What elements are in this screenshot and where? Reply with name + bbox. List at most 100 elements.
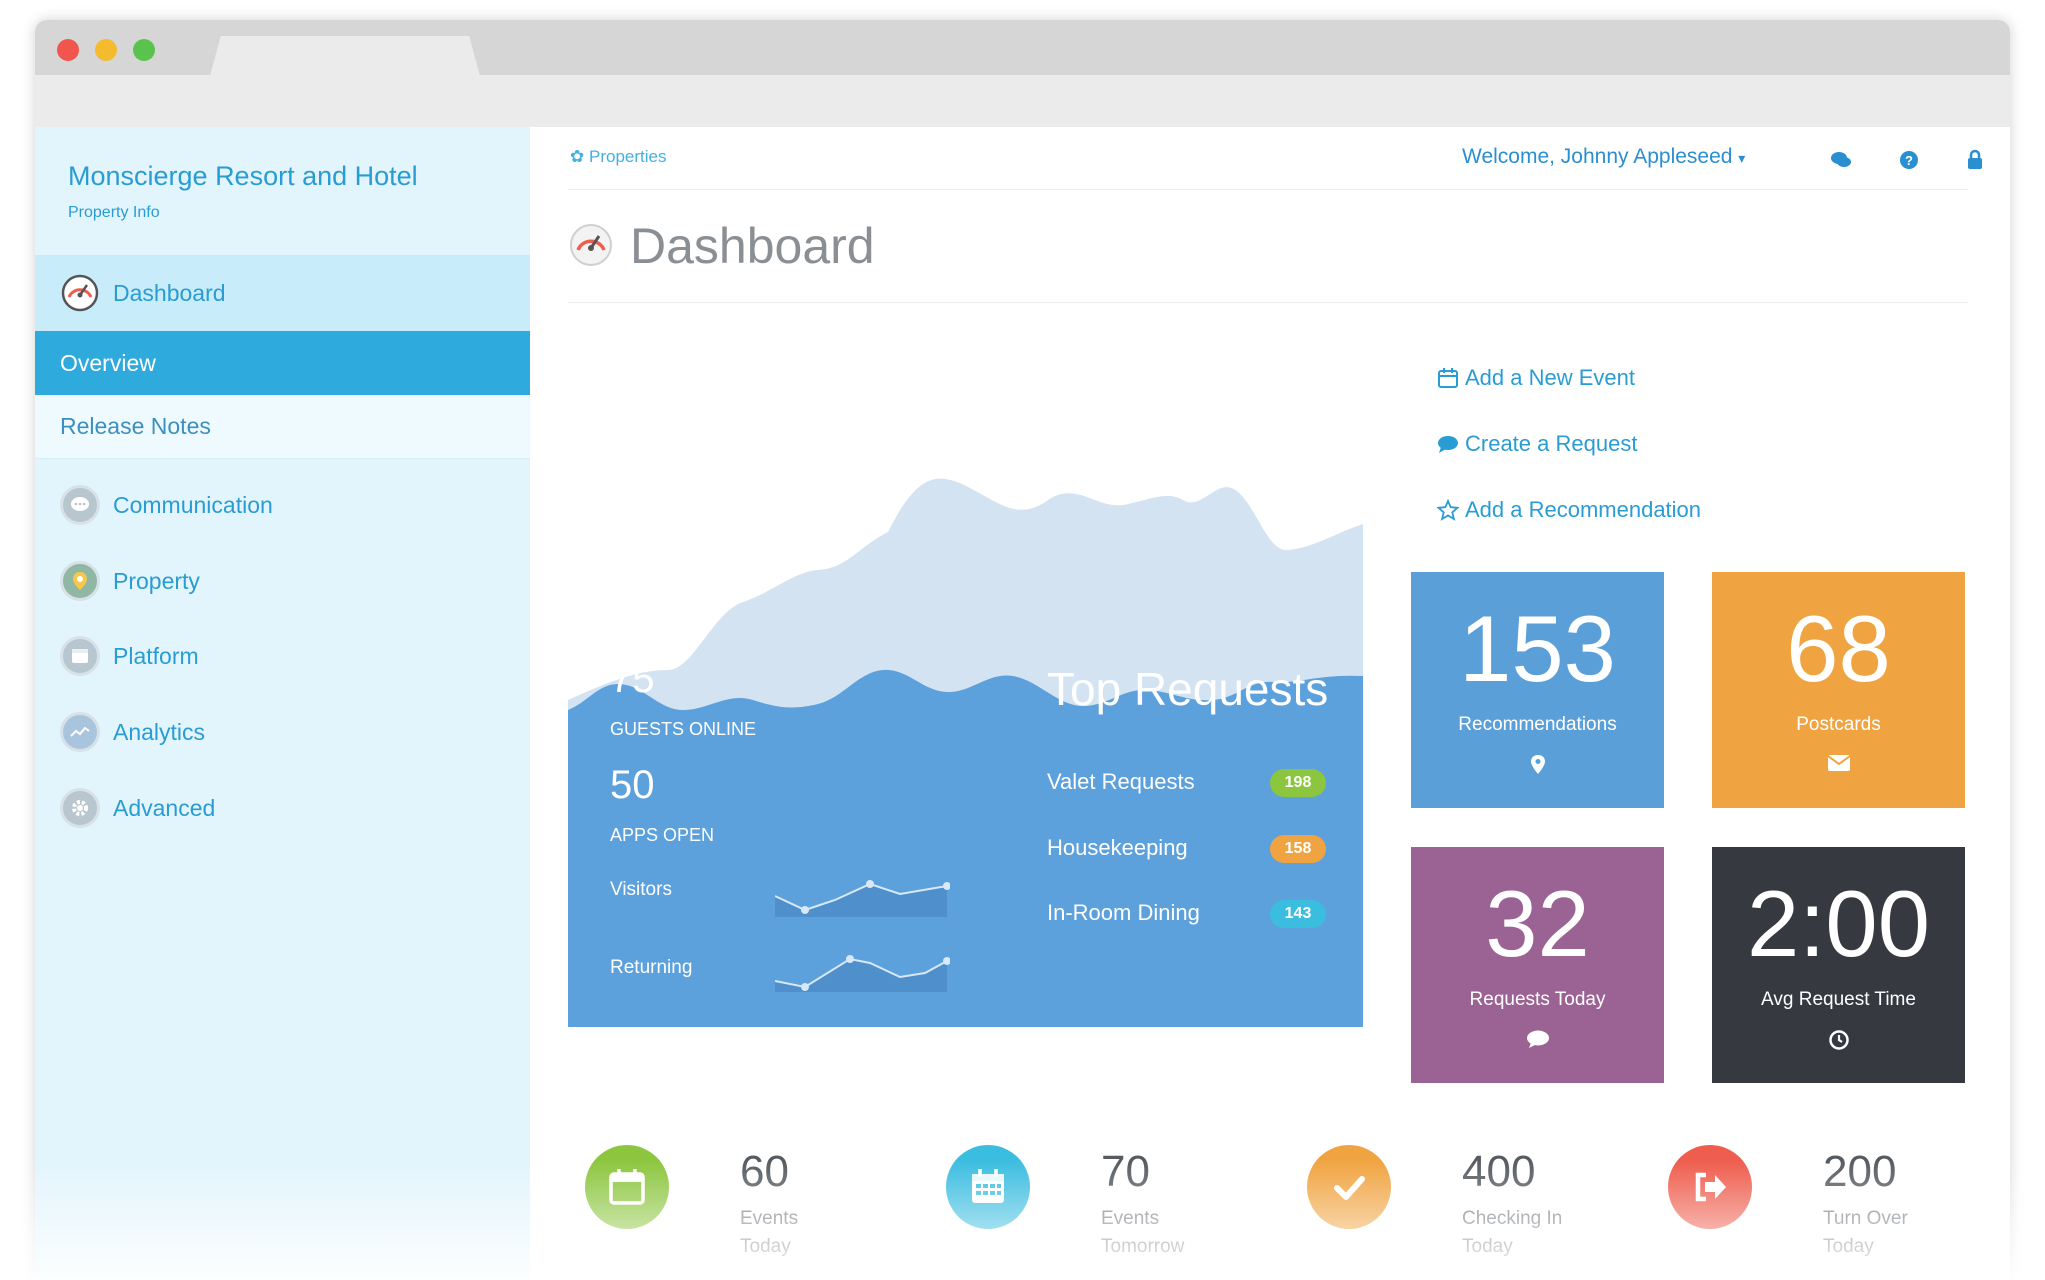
chart-icon bbox=[60, 712, 100, 752]
checking-in-line2: Today bbox=[1462, 1236, 1513, 1257]
request-count-badge: 158 bbox=[1270, 835, 1326, 863]
returning-label: Returning bbox=[610, 957, 693, 978]
gear-icon: ✿ bbox=[570, 147, 585, 166]
events-today-line1: Events bbox=[740, 1208, 799, 1229]
tile-label: Postcards bbox=[1796, 714, 1881, 735]
events-tomorrow-icon bbox=[946, 1145, 1030, 1229]
gear-icon bbox=[60, 788, 100, 828]
page-title: Dashboard bbox=[630, 218, 875, 274]
comment-icon bbox=[1526, 1030, 1549, 1048]
visitors-sparkline bbox=[775, 880, 950, 917]
guests-area-chart bbox=[568, 478, 1363, 1027]
calendar-grid-icon bbox=[972, 1169, 1004, 1203]
apps-open-value: 50 bbox=[610, 763, 655, 807]
tile-value: 68 bbox=[1786, 596, 1891, 701]
create-request-link[interactable]: Create a Request bbox=[1437, 431, 1637, 457]
action-label: Create a Request bbox=[1465, 431, 1638, 456]
sidebar-item-label: Property bbox=[113, 567, 200, 594]
lock-icon[interactable] bbox=[1964, 149, 1986, 171]
welcome-text: Welcome, Johnny Appleseed bbox=[1462, 145, 1733, 168]
chevron-down-icon: ▾ bbox=[1738, 150, 1746, 166]
tile-label: Recommendations bbox=[1458, 714, 1617, 735]
sign-out-icon bbox=[1695, 1172, 1726, 1202]
tile-label: Requests Today bbox=[1469, 989, 1606, 1010]
chat-icon[interactable] bbox=[1830, 149, 1852, 171]
events-today-value: 60 bbox=[740, 1147, 789, 1196]
comment-icon bbox=[1438, 436, 1458, 453]
tile-value: 32 bbox=[1485, 871, 1590, 976]
sidebar-item-label: Analytics bbox=[113, 718, 206, 745]
sidebar-item-property[interactable]: Property bbox=[35, 551, 530, 611]
sidebar-item-label: Overview bbox=[60, 349, 156, 376]
close-window-button[interactable] bbox=[57, 39, 79, 61]
tile-label: Avg Request Time bbox=[1761, 989, 1916, 1010]
top-requests-title: Top Requests bbox=[1047, 663, 1329, 715]
gauge-icon bbox=[570, 224, 612, 266]
turn-over-line2: Today bbox=[1823, 1236, 1874, 1257]
visitors-label: Visitors bbox=[610, 879, 672, 900]
turn-over-value: 200 bbox=[1823, 1147, 1897, 1196]
sidebar-item-platform[interactable]: Platform bbox=[35, 626, 530, 686]
events-today-line2: Today bbox=[740, 1236, 791, 1257]
maximize-window-button[interactable] bbox=[133, 39, 155, 61]
avg-request-time-tile[interactable]: 2:00 Avg Request Time bbox=[1712, 847, 1965, 1083]
sidebar: Monscierge Resort and Hotel Property Inf… bbox=[35, 127, 530, 1280]
sidebar-item-label: Dashboard bbox=[113, 279, 226, 306]
guests-online-value: 75 bbox=[610, 657, 655, 701]
sidebar-item-overview[interactable]: Overview bbox=[35, 331, 530, 395]
brand: Monscierge Resort and Hotel Property Inf… bbox=[35, 127, 530, 255]
title-divider bbox=[568, 302, 1968, 303]
map-marker-icon bbox=[1530, 755, 1545, 774]
sidebar-item-dashboard[interactable]: Dashboard bbox=[35, 255, 530, 331]
add-recommendation-link[interactable]: Add a Recommendation bbox=[1437, 497, 1701, 523]
sidebar-item-label: Communication bbox=[113, 491, 273, 518]
property-info-link[interactable]: Property Info bbox=[68, 204, 160, 221]
breadcrumb[interactable]: ✿ Properties bbox=[570, 147, 666, 167]
events-tomorrow-value: 70 bbox=[1101, 1147, 1150, 1196]
help-icon[interactable]: ? bbox=[1898, 149, 1920, 171]
request-count-badge: 143 bbox=[1270, 900, 1326, 928]
brand-name[interactable]: Monscierge Resort and Hotel bbox=[68, 161, 418, 191]
tile-value: 2:00 bbox=[1747, 871, 1930, 976]
sidebar-item-communication[interactable]: Communication bbox=[35, 475, 530, 535]
clock-icon bbox=[1828, 1030, 1849, 1050]
request-count-badge: 198 bbox=[1270, 769, 1326, 797]
title-bar bbox=[35, 20, 2010, 76]
sidebar-item-release-notes[interactable]: Release Notes bbox=[35, 395, 530, 459]
envelope-icon bbox=[1826, 755, 1851, 771]
request-label-housekeeping: Housekeeping bbox=[1047, 835, 1188, 860]
checking-in-icon bbox=[1307, 1145, 1391, 1229]
postcards-tile[interactable]: 68 Postcards bbox=[1712, 572, 1965, 808]
browser-window: Monscierge Resort and Hotel Property Inf… bbox=[35, 20, 2010, 1280]
turn-over-line1: Turn Over bbox=[1823, 1208, 1908, 1229]
user-menu[interactable]: Welcome, Johnny Appleseed ▾ bbox=[1462, 145, 1745, 169]
request-label-dining: In-Room Dining bbox=[1047, 900, 1200, 925]
star-icon bbox=[1437, 499, 1459, 521]
minimize-window-button[interactable] bbox=[95, 39, 117, 61]
check-icon bbox=[1334, 1176, 1365, 1200]
chat-icon bbox=[60, 485, 100, 525]
turn-over-icon bbox=[1668, 1145, 1752, 1229]
guests-online-label: GUESTS ONLINE bbox=[610, 719, 757, 739]
calendar-icon bbox=[1438, 368, 1458, 388]
action-label: Add a Recommendation bbox=[1465, 497, 1702, 522]
sidebar-item-analytics[interactable]: Analytics bbox=[35, 702, 530, 762]
sidebar-item-advanced[interactable]: Advanced bbox=[35, 778, 530, 838]
recommendations-tile[interactable]: 153 Recommendations bbox=[1411, 572, 1664, 808]
breadcrumb-properties[interactable]: Properties bbox=[588, 147, 667, 166]
events-tomorrow-line1: Events bbox=[1101, 1208, 1160, 1229]
sidebar-item-label: Advanced bbox=[113, 794, 216, 821]
add-event-link[interactable]: Add a New Event bbox=[1437, 365, 1635, 391]
checking-in-value: 400 bbox=[1462, 1147, 1536, 1196]
action-label: Add a New Event bbox=[1465, 365, 1635, 390]
events-tomorrow-line2: Tomorrow bbox=[1101, 1236, 1185, 1257]
browser-tab[interactable] bbox=[210, 36, 480, 76]
main-content: ✿ Properties Welcome, Johnny Appleseed ▾… bbox=[530, 127, 2010, 1280]
apps-open-label: APPS OPEN bbox=[610, 825, 715, 845]
map-pin-icon bbox=[60, 561, 100, 601]
browser-toolbar bbox=[35, 75, 2010, 127]
requests-today-tile[interactable]: 32 Requests Today bbox=[1411, 847, 1664, 1083]
returning-sparkline bbox=[775, 955, 950, 992]
sidebar-item-label: Release Notes bbox=[60, 413, 211, 439]
window-icon bbox=[60, 636, 100, 676]
